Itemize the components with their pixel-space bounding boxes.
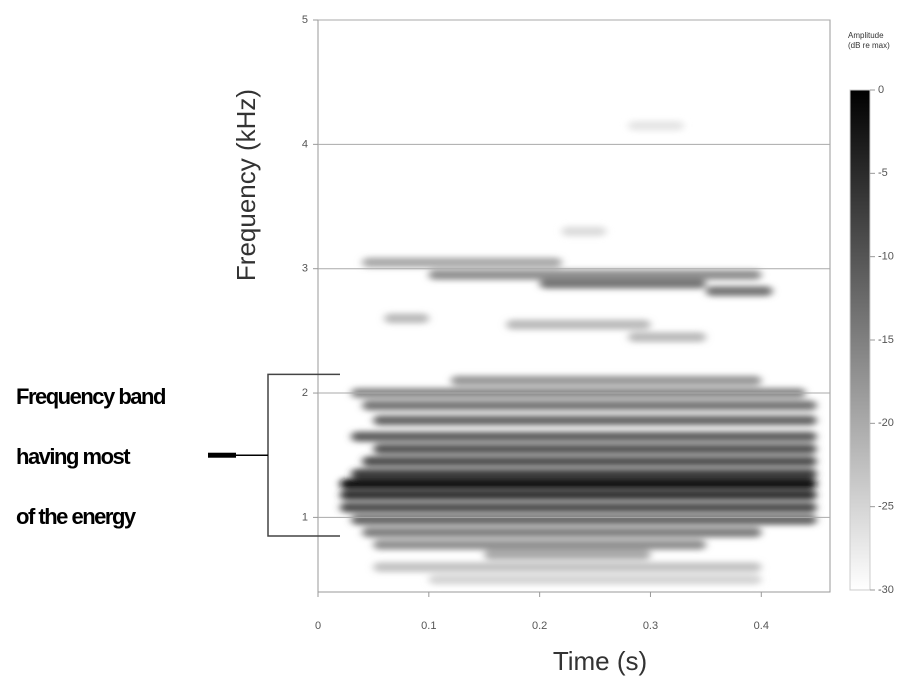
band [628,332,706,343]
annotation-dash [208,452,236,458]
band [484,549,651,560]
band [705,286,773,297]
colorbar-title: (dB re max) [848,41,890,50]
band [428,574,762,585]
band [373,415,817,426]
y-tick-label: 4 [302,138,308,150]
spectrogram [340,120,817,585]
band [561,226,607,237]
band [351,431,817,442]
band [373,562,762,573]
y-tick-label: 5 [302,14,308,26]
band [362,527,762,538]
colorbar-tick-label: -10 [878,251,894,263]
band [351,514,817,525]
y-tick-label: 1 [302,511,308,523]
band [373,539,706,550]
band [539,278,706,289]
colorbar-tick-label: 0 [878,84,884,96]
x-tick-label: 0 [315,620,321,632]
annotation-text: having most [16,444,131,469]
x-tick-label: 0.3 [643,620,658,632]
band [373,444,817,454]
band [428,269,762,280]
x-axis-title: Time (s) [553,646,647,676]
x-tick-label: 0.2 [532,620,547,632]
colorbar-tick-label: -20 [878,417,894,429]
band [362,257,562,268]
x-tick-label: 0.4 [754,620,769,632]
band [340,502,817,513]
x-tick-label: 0.1 [421,620,436,632]
y-tick-label: 3 [302,263,308,275]
colorbar [849,89,871,591]
band [340,478,817,489]
plot-area [340,120,817,585]
band [362,456,817,467]
colorbar-title: Amplitude [848,31,884,40]
band [340,490,817,501]
band [384,313,429,324]
colorbar-tick-label: -25 [878,501,894,513]
colorbar-tick-label: -5 [878,167,888,179]
annotation-text: of the energy [16,504,137,529]
colorbar-tick-label: -30 [878,584,894,596]
y-axis-title: Frequency (kHz) [231,89,261,281]
band [506,319,651,330]
annotation-text: Frequency band [16,384,165,409]
band [450,375,762,386]
band [362,400,817,411]
band [628,120,684,131]
colorbar-tick-label: -15 [878,334,894,346]
y-tick-label: 2 [302,387,308,399]
band [351,468,817,479]
